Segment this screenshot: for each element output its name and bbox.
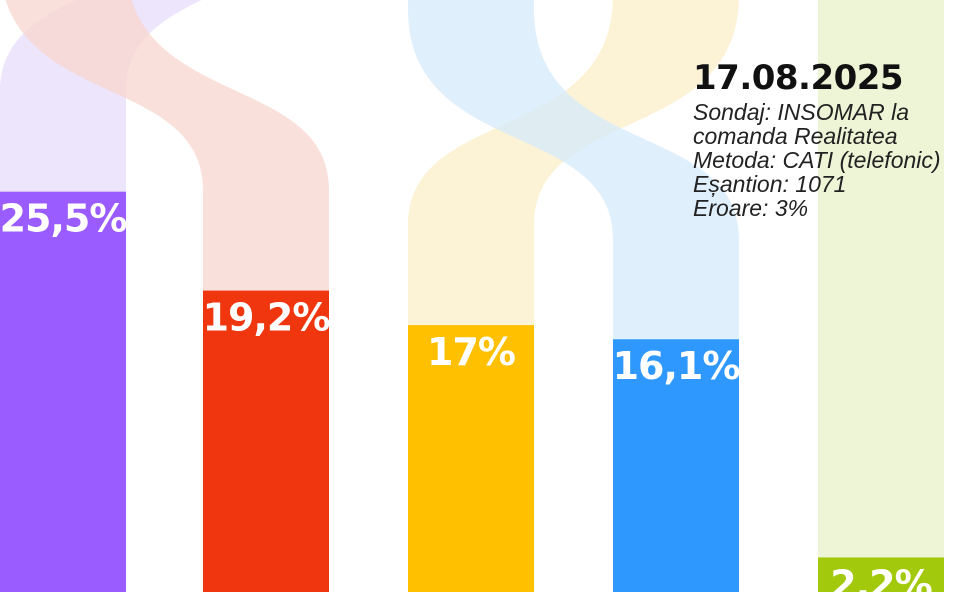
value-label-4: 16,1% [613,344,740,388]
ribbon-bar-4 [408,0,739,340]
poll-source-line-2: comanda Realitatea [693,123,898,149]
poll-sample: Eșantion: 1071 [693,171,847,197]
poll-info: 17.08.2025 Sondaj: INSOMAR la comanda Re… [693,56,961,220]
bar-2 [203,290,329,592]
ribbon-bar-6 [818,0,944,558]
poll-method: Metoda: CATI (telefonic) [693,147,941,173]
poll-source-line-1: Sondaj: INSOMAR la [693,99,910,125]
bar-3 [408,325,534,592]
ribbon-bar-3 [408,0,739,326]
bar-4 [613,339,739,592]
ribbon-layer [0,0,944,558]
value-label-6: 2,2% [830,562,931,592]
value-label-3: 17% [427,330,515,374]
bar-layer [0,191,944,592]
value-label-2: 19,2% [203,296,330,340]
poll-date: 17.08.2025 [693,58,904,98]
value-label-1: 25,5% [0,197,126,241]
value-label-layer: 25,5% 19,2% 17% 16,1% 2,2% [0,197,933,592]
bar-6 [818,557,944,592]
poll-error: Eroare: 3% [693,195,809,220]
ribbon-bar-2 [5,0,329,291]
bar-1 [0,191,126,592]
